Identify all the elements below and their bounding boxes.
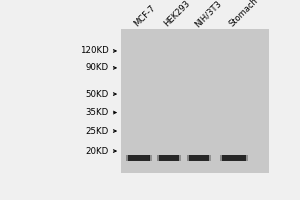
Text: 35KD: 35KD bbox=[85, 108, 108, 117]
Bar bbox=[126, 155, 128, 161]
Bar bbox=[159, 155, 179, 161]
Bar bbox=[189, 155, 209, 161]
Text: 20KD: 20KD bbox=[85, 147, 108, 156]
Bar bbox=[209, 155, 211, 161]
Bar bbox=[222, 155, 246, 161]
Bar bbox=[178, 155, 181, 161]
Bar bbox=[220, 155, 222, 161]
Bar bbox=[157, 155, 159, 161]
Text: NIH/3T3: NIH/3T3 bbox=[193, 0, 223, 29]
Text: 120KD: 120KD bbox=[80, 46, 108, 55]
Bar bbox=[128, 155, 150, 161]
Bar bbox=[187, 155, 189, 161]
FancyBboxPatch shape bbox=[121, 29, 269, 173]
Text: 25KD: 25KD bbox=[85, 127, 108, 136]
Text: Stomach: Stomach bbox=[228, 0, 260, 29]
Bar bbox=[246, 155, 248, 161]
Text: 90KD: 90KD bbox=[85, 63, 108, 72]
Bar bbox=[149, 155, 152, 161]
Text: 50KD: 50KD bbox=[85, 90, 108, 99]
Text: MCF-7: MCF-7 bbox=[132, 4, 157, 29]
Text: HEK293: HEK293 bbox=[163, 0, 192, 29]
